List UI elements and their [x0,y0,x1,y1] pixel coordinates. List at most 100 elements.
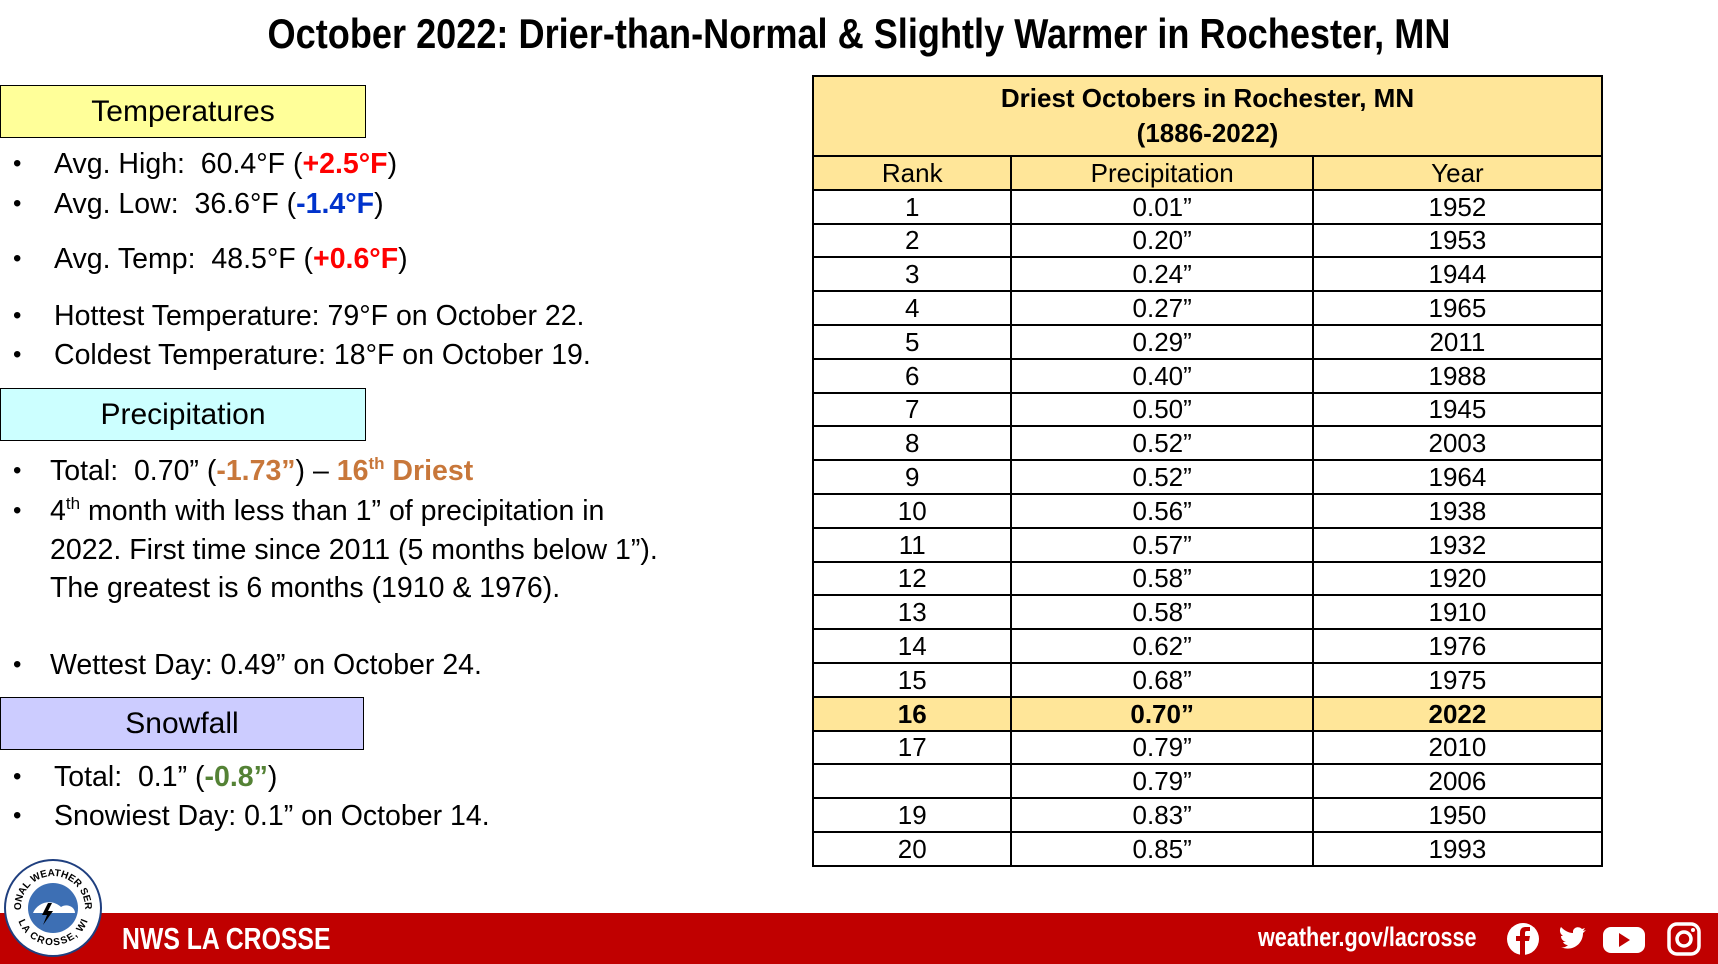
table-cell: 8 [811,425,1013,462]
text-run: Total: 0.1” ( [54,761,205,793]
text-run: -1.4°F [296,188,375,220]
table-row: 9 0.52” 1964 [811,459,1604,495]
text-run: Avg. Temp: 48.5°F ( [54,243,314,275]
table-cell: 14 [811,628,1013,664]
text-run: th [368,454,385,473]
bullet-dot: • [13,150,22,177]
table-cell: 0.52” [1010,425,1314,462]
table-cell: 16 [811,695,1013,732]
table-cell: 2003 [1311,425,1604,462]
bullet-dot: • [13,302,22,329]
table-cell: 0.27” [1010,290,1314,326]
bullet-dot: • [13,341,22,368]
office-name: NWS LA CROSSE [122,921,331,956]
table-cell: 0.79” [1010,763,1314,800]
table-row: 19 0.83” 1950 [811,797,1604,833]
text-run: +0.6°F [313,243,399,275]
table-cell: 0.52” [1010,459,1314,495]
table-row: 13 0.58” 1910 [811,594,1604,631]
table-cell: 4 [811,290,1013,326]
text-run: Snowiest Day: 0.1” on October 14. [54,800,490,832]
table-cell: 0.85” [1010,830,1314,867]
slide-title: October 2022: Drier-than-Normal & Slight… [267,10,1451,57]
table-cell: 1938 [1311,492,1604,529]
table-cell: 2006 [1311,763,1604,800]
table-cell: 0.58” [1010,560,1314,597]
text-run: th [65,494,81,513]
column-header: Rank [811,155,1013,191]
social-icons [1507,922,1701,956]
table-cell: 20 [811,830,1013,867]
table-row: 16 0.70” 2022 [811,695,1604,732]
table-row: 15 0.68” 1975 [811,661,1604,698]
bullet-dot: • [13,190,22,217]
table-row: 20 0.85” 1993 [811,830,1604,867]
table-cell: 0.29” [1010,323,1314,360]
bullet-text: Snowiest Day: 0.1” on October 14. [54,797,674,836]
text-run: Wettest Day: 0.49” on October 24. [50,649,482,681]
text-run: ) – [295,455,337,487]
table-row: 3 0.24” 1944 [811,256,1604,293]
bullet-text: Avg. High: 60.4°F (+2.5°F) [54,145,674,184]
table-cell: 0.79” [1010,729,1314,766]
table-cell: 3 [811,256,1013,293]
table-cell: 1944 [1311,256,1604,293]
column-header: Year [1311,155,1604,191]
table-cell: 1 [811,188,1013,225]
table-row: 5 0.29” 2011 [811,323,1604,360]
footer: NWS LA CROSSE weather.gov/lacrosse [0,913,1718,964]
table-cell: 0.56” [1010,492,1314,529]
text-run: Driest [384,455,474,487]
bullet-dot: • [13,497,22,524]
table-cell: 1976 [1311,628,1604,664]
footer-bar [0,913,1718,964]
table-cell: 1945 [1311,391,1604,428]
table-cell: 1975 [1311,661,1604,698]
instagram-icon[interactable] [1667,922,1701,956]
table-cell: 13 [811,594,1013,631]
text-run: ) [387,148,398,180]
bullet-dot: • [13,802,22,829]
twitter-icon[interactable] [1559,927,1586,949]
table-cell: 0.58” [1010,594,1314,631]
table-cell: 0.40” [1010,357,1314,394]
bullet-text: Total: 0.1” (-0.8”) [54,758,674,797]
table-cell: 1910 [1311,594,1604,631]
table-cell: 0.70” [1010,695,1314,732]
bullet-text: Total: 0.70” (-1.73”) – 16th Driest [50,452,670,491]
table-cell: 0.57” [1010,526,1314,563]
table-cell: 15 [811,661,1013,698]
table-row: 4 0.27” 1965 [811,290,1604,326]
bullet-dot: • [13,457,22,484]
text-run: -0.8” [204,761,268,793]
bullet-text: Avg. Temp: 48.5°F (+0.6°F) [54,240,674,279]
table-cell: 1952 [1311,188,1604,225]
column-header: Precipitation [1010,155,1314,191]
table-cell: 12 [811,560,1013,597]
table-cell: 1950 [1311,797,1604,833]
table-cell: 1964 [1311,459,1604,495]
text-run: month with less than 1” of precipitation… [50,495,666,604]
table-cell: 5 [811,323,1013,360]
table-cell: 1953 [1311,222,1604,259]
table-row: 8 0.52” 2003 [811,425,1604,462]
table-cell: 0.50” [1010,391,1314,428]
text-run: Coldest Temperature: 18°F on October 19. [54,339,591,371]
table-row: 14 0.62” 1976 [811,628,1604,664]
table-title-row: Driest Octobers in Rochester, MN (1886-20… [812,75,1603,157]
table-cell: 10 [811,492,1013,529]
table-cell: 7 [811,391,1013,428]
table-cell: 1920 [1311,560,1604,597]
table-cell: 17 [811,729,1013,766]
bullet-text: Avg. Low: 36.6°F (-1.4°F) [54,185,674,224]
table-cell: 1993 [1311,830,1604,867]
table-row: 17 0.79” 2010 [811,729,1604,766]
table-cell: 1988 [1311,357,1604,394]
text-run: 16 [336,455,369,487]
table-cell: 0.20” [1010,222,1314,259]
text-run: ) [374,188,384,220]
bullet-text: 4th month with less than 1” of precipita… [50,492,670,608]
bullet-dot: • [13,245,22,272]
column-header-row: Rank Precipitation Year [811,155,1604,191]
table-cell: 0.24” [1010,256,1314,293]
